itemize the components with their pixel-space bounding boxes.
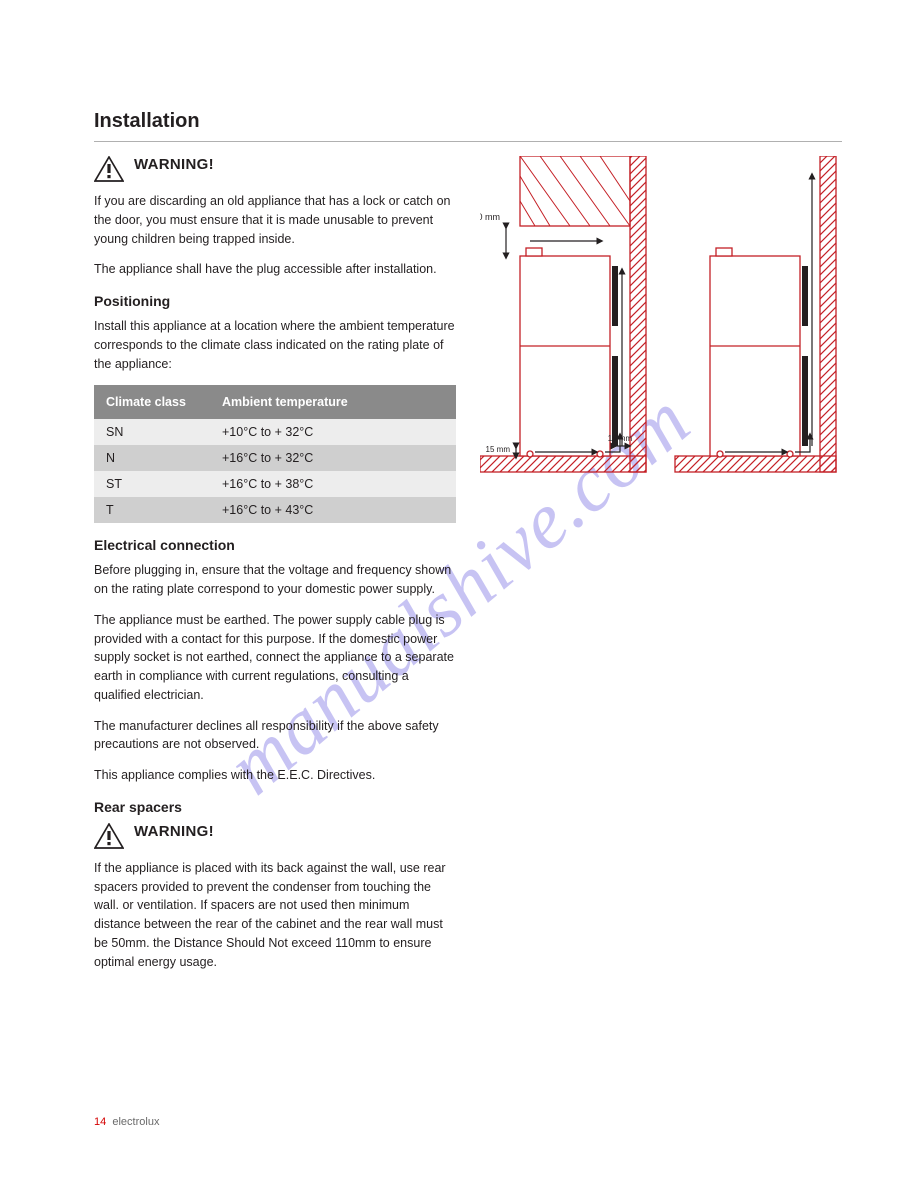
table-row: ST+16°C to + 38°C	[94, 471, 456, 497]
installation-diagram: 100 mm 15 mm 15 mm	[480, 156, 842, 486]
electrical-p3: The manufacturer declines all responsibi…	[94, 717, 456, 755]
electrical-p4: This appliance complies with the E.E.C. …	[94, 766, 456, 785]
electrical-heading: Electrical connection	[94, 537, 456, 553]
warning-triangle-icon	[94, 156, 124, 182]
svg-text:15 mm: 15 mm	[486, 445, 511, 454]
section-heading: Installation	[94, 110, 842, 133]
electrical-p1: Before plugging in, ensure that the volt…	[94, 561, 456, 599]
rear-spacers-text: If the appliance is placed with its back…	[94, 859, 456, 972]
climate-table: Climate class Ambient temperature SN+10°…	[94, 385, 456, 523]
table-row: T+16°C to + 43°C	[94, 497, 456, 523]
positioning-heading: Positioning	[94, 293, 456, 309]
warning-paragraph-2: The appliance shall have the plug access…	[94, 260, 456, 279]
right-column: 100 mm 15 mm 15 mm	[480, 156, 842, 983]
page-number: 14	[94, 1116, 106, 1128]
heading-rule	[94, 141, 842, 142]
rear-spacers-heading: Rear spacers	[94, 799, 456, 815]
svg-text:100 mm: 100 mm	[480, 212, 500, 222]
warning-block-top: WARNING!	[94, 156, 456, 182]
warning-block-spacers: WARNING!	[94, 823, 456, 849]
page-footer: 14 electrolux	[94, 1116, 842, 1128]
left-column: WARNING! If you are discarding an old ap…	[94, 156, 456, 983]
table-row: N+16°C to + 32°C	[94, 445, 456, 471]
table-header-climate: Climate class	[94, 385, 210, 419]
warning-label: WARNING!	[134, 823, 214, 840]
warning-triangle-icon	[94, 823, 124, 849]
page-ref: electrolux	[112, 1116, 159, 1128]
warning-label: WARNING!	[134, 156, 214, 173]
table-header-ambient: Ambient temperature	[210, 385, 456, 419]
table-row: SN+10°C to + 32°C	[94, 419, 456, 445]
positioning-text: Install this appliance at a location whe…	[94, 317, 456, 373]
warning-paragraph-1: If you are discarding an old appliance t…	[94, 192, 456, 248]
electrical-p2: The appliance must be earthed. The power…	[94, 611, 456, 705]
